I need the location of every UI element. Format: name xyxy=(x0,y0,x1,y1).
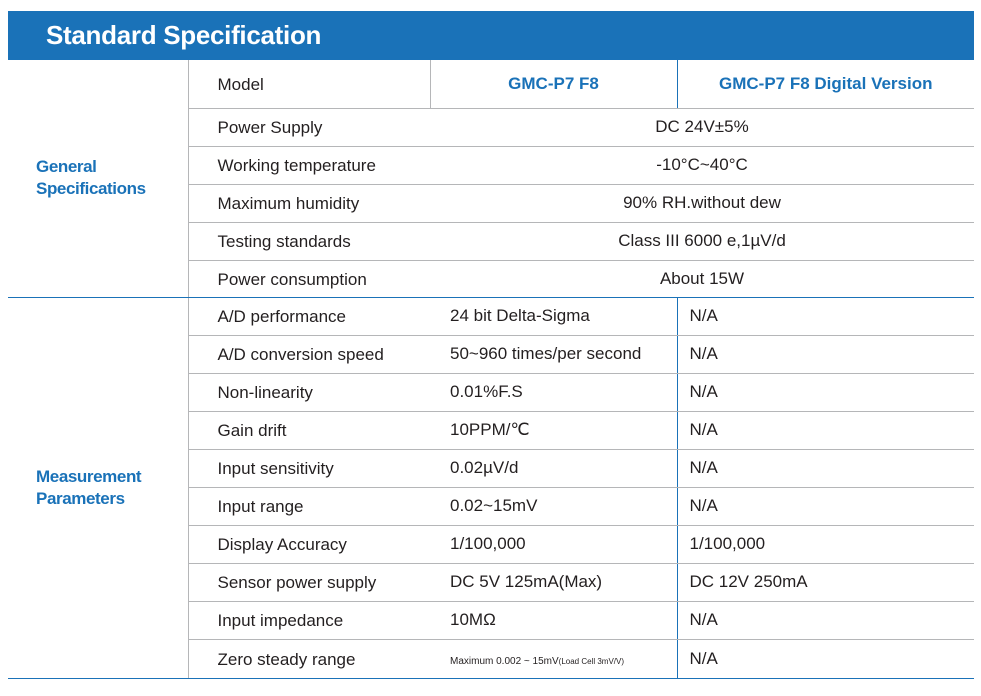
value-col-a: 50~960 times/per second xyxy=(430,335,677,374)
param-label: Maximum humidity xyxy=(187,184,430,223)
section-label: Parameters xyxy=(36,488,125,508)
table-row: Non-linearity 0.01%F.S N/A xyxy=(8,373,974,412)
model-col-b: GMC-P7 F8 Digital Version xyxy=(676,60,974,109)
param-label: Testing standards xyxy=(187,222,430,261)
value-col-b: DC 12V 250mA xyxy=(676,563,974,602)
table-row: Zero steady range Maximum 0.002 ~ 15mV(L… xyxy=(8,639,974,679)
table-row: Sensor power supply DC 5V 125mA(Max) DC … xyxy=(8,563,974,602)
table-row: Maximum humidity 90% RH.without dew xyxy=(8,184,974,223)
section-label: Measurement xyxy=(36,466,142,486)
param-value: -10°C~40°C xyxy=(430,146,974,185)
table-row: Measurement Parameters A/D performance 2… xyxy=(8,297,974,679)
value-col-b: N/A xyxy=(676,487,974,526)
value-col-a: 10PPM/℃ xyxy=(430,411,677,450)
value-col-b: N/A xyxy=(676,639,974,679)
table-row: Input sensitivity 0.02µV/d N/A xyxy=(8,449,974,488)
value-col-b: 1/100,000 xyxy=(676,525,974,564)
table-row: Input impedance 10MΩ N/A xyxy=(8,601,974,640)
value-main: Maximum 0.002 ~ 15mV xyxy=(450,655,559,667)
spec-table: General Specifications Model GMC-P7 F8 G… xyxy=(8,60,974,679)
value-col-a: 0.02µV/d xyxy=(430,449,677,488)
title-bar: Standard Specification xyxy=(8,11,974,60)
param-label: Input range xyxy=(187,487,430,526)
value-col-a: 1/100,000 xyxy=(430,525,677,564)
value-col-a: 10MΩ xyxy=(430,601,677,640)
value-col-a: Maximum 0.002 ~ 15mV(Load Cell 3mV/V) xyxy=(430,639,677,679)
param-label: Zero steady range xyxy=(187,639,430,679)
table-row: A/D conversion speed 50~960 times/per se… xyxy=(8,335,974,374)
value-col-b: N/A xyxy=(676,449,974,488)
param-label: Sensor power supply xyxy=(187,563,430,602)
param-value: 90% RH.without dew xyxy=(430,184,974,223)
value-col-b: N/A xyxy=(676,297,974,336)
table-row: Gain drift 10PPM/℃ N/A xyxy=(8,411,974,450)
param-label: Non-linearity xyxy=(187,373,430,412)
value-col-b: N/A xyxy=(676,373,974,412)
table-row-model: General Specifications Model GMC-P7 F8 G… xyxy=(8,60,974,298)
value-col-a: DC 5V 125mA(Max) xyxy=(430,563,677,602)
param-value: Class III 6000 e,1µV/d xyxy=(430,222,974,261)
table-row: Input range 0.02~15mV N/A xyxy=(8,487,974,526)
param-label: Input sensitivity xyxy=(187,449,430,488)
param-label: Display Accuracy xyxy=(187,525,430,564)
section-label: Specifications xyxy=(36,179,146,199)
section-measurement: Measurement Parameters xyxy=(8,297,188,679)
param-label: A/D conversion speed xyxy=(187,335,430,374)
param-label: Working temperature xyxy=(187,146,430,185)
param-value: DC 24V±5% xyxy=(430,108,974,147)
page-title: Standard Specification xyxy=(46,20,322,50)
table-row: Testing standards Class III 6000 e,1µV/d xyxy=(8,222,974,261)
param-label: Power consumption xyxy=(187,260,430,298)
param-label: A/D performance xyxy=(187,297,430,336)
value-note: (Load Cell 3mV/V) xyxy=(558,656,625,666)
section-general: General Specifications xyxy=(8,60,188,298)
param-label: Input impedance xyxy=(187,601,430,640)
model-col-a: GMC-P7 F8 xyxy=(429,60,677,109)
table-row: Display Accuracy 1/100,000 1/100,000 xyxy=(8,525,974,564)
param-label: Model xyxy=(187,60,430,109)
value-col-b: N/A xyxy=(676,601,974,640)
table-row: Power Supply DC 24V±5% xyxy=(8,108,974,147)
value-col-a: 0.02~15mV xyxy=(430,487,677,526)
table-row: Power consumption About 15W xyxy=(8,260,974,298)
section-label: General xyxy=(36,157,97,177)
table-row: Working temperature -10°C~40°C xyxy=(8,146,974,185)
value-col-a: 0.01%F.S xyxy=(430,373,677,412)
param-value: About 15W xyxy=(430,260,974,298)
value-col-b: N/A xyxy=(676,411,974,450)
value-col-b: N/A xyxy=(676,335,974,374)
value-col-a: 24 bit Delta-Sigma xyxy=(430,297,677,336)
param-label: Gain drift xyxy=(187,411,430,450)
param-label: Power Supply xyxy=(187,108,430,147)
